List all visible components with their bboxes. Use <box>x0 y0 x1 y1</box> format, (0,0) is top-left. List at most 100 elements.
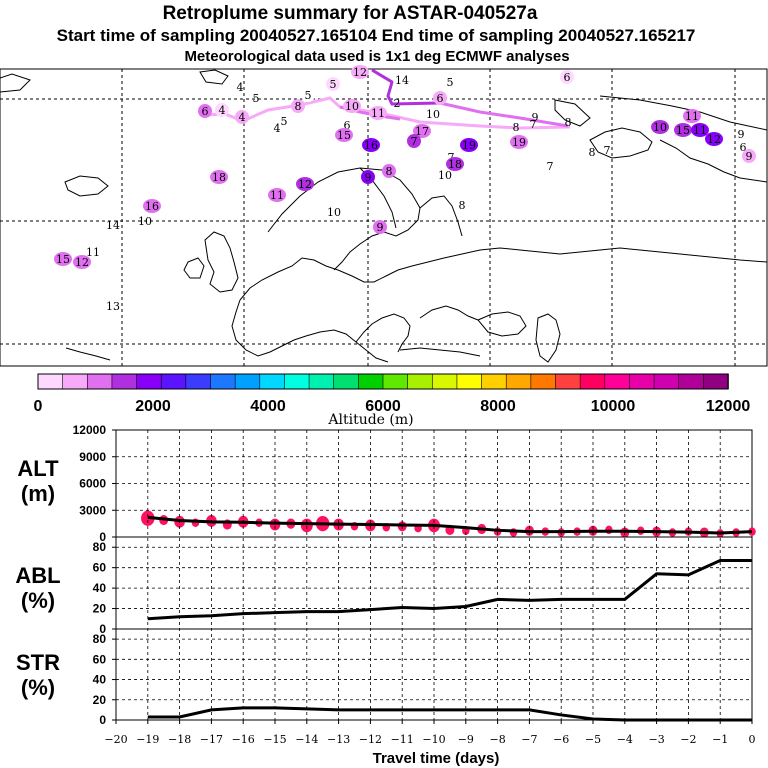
cluster-label: 12 <box>353 66 367 79</box>
cluster-marker <box>268 188 286 202</box>
colorbar-cell <box>185 373 212 390</box>
cluster-label: 19 <box>512 136 526 149</box>
cluster-label: 14 <box>395 74 409 87</box>
cluster-label: 10 <box>138 215 152 228</box>
altitude-colorbar: 0 2000 4000 6000 8000 10000 12000 Altitude (m) <box>34 373 751 428</box>
cluster-label: 8 <box>565 116 572 129</box>
cluster-label: 8 <box>295 100 302 113</box>
colorbar-cell <box>456 373 483 390</box>
colorbar-cell <box>703 373 729 390</box>
cluster-marker <box>351 65 369 79</box>
cluster-label: 11 <box>371 107 385 120</box>
y-tick-label: 3000 <box>79 503 106 517</box>
colorbar-tick: 12000 <box>706 398 751 415</box>
colorbar-label: Altitude (m) <box>327 412 413 428</box>
cluster-marker <box>369 106 387 120</box>
alt-series-line <box>147 515 753 535</box>
colorbar-ticks: 0 2000 4000 6000 8000 10000 12000 <box>34 398 751 415</box>
colorbar-cell <box>530 373 557 390</box>
cluster-label: 10 <box>653 121 667 134</box>
sampling-times: Start time of sampling 20040527.165104 E… <box>57 26 696 45</box>
cluster-label: 7 <box>530 118 537 131</box>
cluster-label: 6 <box>740 141 747 154</box>
cluster-label: 4 <box>237 81 244 94</box>
x-axis-label: Travel time (days) <box>373 750 500 767</box>
cluster-label: 5 <box>330 78 337 91</box>
x-tick-label: −15 <box>263 733 286 746</box>
abl-panel: ABL (%) 80 60 40 20 0 <box>15 536 753 636</box>
x-tick-label: −7 <box>521 733 537 746</box>
x-tick-label: −9 <box>458 733 474 746</box>
map-grid <box>0 69 767 366</box>
abl-panel-unit: (%) <box>21 588 55 613</box>
met-data-note: Meteorological data used is 1x1 deg ECMW… <box>184 48 569 65</box>
colorbar-cell <box>358 373 384 390</box>
colorbar-frame <box>37 373 729 390</box>
cluster-label: 9 <box>746 150 753 163</box>
cluster-label: 8 <box>513 121 520 134</box>
cluster-label: 15 <box>56 253 70 266</box>
cluster-label: 6 <box>202 105 209 118</box>
colorbar-cell <box>259 373 286 390</box>
cluster-label: 16 <box>145 200 159 213</box>
y-tick-label: 12000 <box>73 423 107 437</box>
trajectory-segment <box>371 68 441 106</box>
y-tick-label: 60 <box>93 561 107 575</box>
cluster-label: 6 <box>344 119 351 132</box>
y-tick-label: 20 <box>93 693 107 707</box>
trajectory-segment <box>439 101 569 128</box>
cluster-label: 8 <box>589 146 596 159</box>
alt-panel: ALT (m) 12000 9000 6000 3000 0 <box>17 423 756 544</box>
y-tick-label: 40 <box>93 673 107 687</box>
x-tick-label: −18 <box>168 733 191 746</box>
cluster-label: 14 <box>106 219 120 232</box>
colorbar-cell <box>234 373 261 390</box>
cluster-marker <box>215 103 229 117</box>
colorbar-cell <box>407 373 434 390</box>
cluster-label: 17 <box>415 125 429 138</box>
cluster-label: 8 <box>386 165 393 178</box>
cluster-label: 16 <box>364 139 378 152</box>
alt-panel-unit: (m) <box>21 481 55 506</box>
x-tick-label: 0 <box>749 733 756 746</box>
cluster-label: 13 <box>106 300 120 313</box>
cluster-marker <box>198 104 212 118</box>
y-tick-label: 6000 <box>79 477 106 491</box>
cluster-label: 9 <box>377 221 384 234</box>
cluster-label: 4 <box>274 122 281 135</box>
cluster-marker <box>460 138 478 152</box>
cluster-label: 7 <box>448 151 455 164</box>
cluster-marker <box>742 149 756 163</box>
cluster-marker <box>651 120 669 134</box>
colorbar-cell <box>308 373 335 390</box>
colorbar-cells <box>37 373 729 390</box>
cluster-label: 12 <box>298 178 312 191</box>
cluster-label: 9 <box>365 171 372 184</box>
cluster-marker <box>691 123 709 137</box>
cluster-label: 4 <box>219 104 226 117</box>
colorbar-cell <box>382 373 409 390</box>
colorbar-tick: 6000 <box>365 398 401 415</box>
colorbar-cell <box>678 373 705 390</box>
cluster-marker <box>335 128 353 142</box>
cluster-marker <box>326 77 340 91</box>
x-tick-label: −13 <box>327 733 350 746</box>
x-axis-ticks: −20 −19 −18 −17 −16 −15 −14 −13 −12 −11 −10 −9 −8 −7−… <box>104 720 756 746</box>
x-tick-label: −1 <box>712 733 728 746</box>
str-panel-label: STR <box>16 650 60 675</box>
colorbar-cell <box>210 373 236 390</box>
y-tick-label: 0 <box>99 530 106 544</box>
cluster-marker <box>343 99 361 113</box>
cluster-marker <box>560 70 574 84</box>
x-tick-label: −19 <box>136 733 159 746</box>
figure-title: Retroplume summary for ASTAR-040527a <box>163 3 538 24</box>
cluster-marker <box>443 75 457 89</box>
alt-panel-label: ALT <box>17 456 59 481</box>
cluster-marker <box>510 135 528 149</box>
x-gridlines <box>147 430 721 720</box>
colorbar-cell <box>579 373 606 390</box>
colorbar-cell <box>111 373 138 390</box>
x-tick-label: −6 <box>553 733 569 746</box>
cluster-marker <box>235 110 249 124</box>
